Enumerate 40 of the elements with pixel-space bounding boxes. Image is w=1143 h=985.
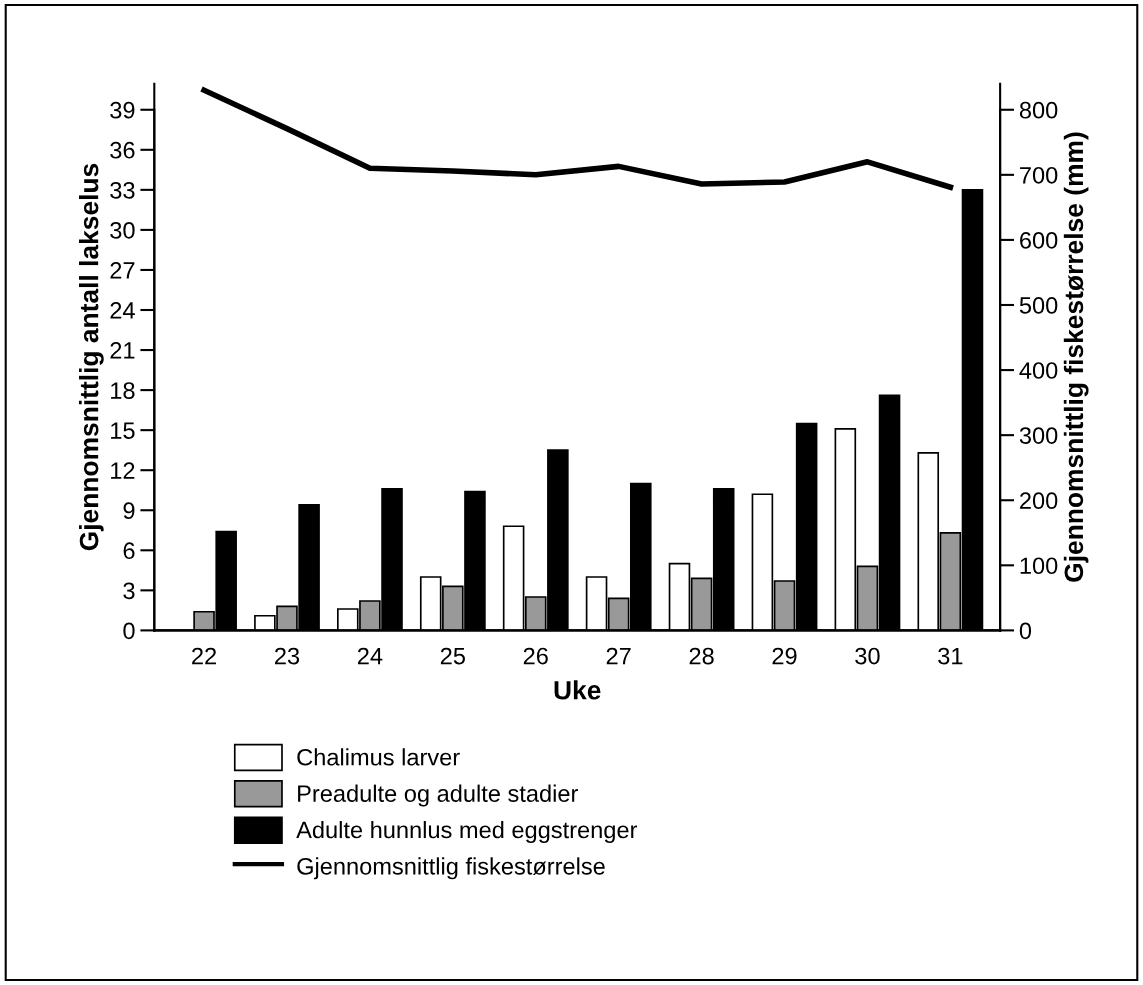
legend-label: Adulte hunnlus med eggstrenger xyxy=(296,820,638,843)
y2-tick-label: 200 xyxy=(1020,492,1058,510)
y-tick-label: 18 xyxy=(111,382,135,399)
y2-tick-label: 0 xyxy=(1019,622,1032,640)
y-tick-label: 9 xyxy=(123,502,135,520)
y-tick-label: 30 xyxy=(110,221,135,239)
y-tick-label: 6 xyxy=(123,542,135,560)
legend-label: Preadulte og adulte stadier xyxy=(298,784,578,807)
y-tick-label: 12 xyxy=(111,462,135,479)
y2-axis-title: Gjennomsnittlig fiskestørrelse (mm) xyxy=(1063,132,1089,582)
x-axis-title: Uke xyxy=(554,680,601,700)
legend-label: Gjennomsnittlig fiskestørrelse xyxy=(297,857,605,880)
y2-tick-label: 500 xyxy=(1019,297,1058,314)
y-tick-label: 21 xyxy=(110,342,135,359)
y2-tick-label: 300 xyxy=(1019,427,1058,444)
x-tick-label: 25 xyxy=(440,647,465,665)
y-tick-label: 27 xyxy=(110,262,135,279)
y2-tick-label: 800 xyxy=(1019,101,1058,119)
x-tick-label: 28 xyxy=(689,647,714,665)
y-tick-label: 39 xyxy=(110,101,135,119)
x-tick-label: 29 xyxy=(772,647,797,665)
x-tick-label: 27 xyxy=(606,647,631,665)
y-tick-label: 24 xyxy=(110,302,135,319)
y2-tick-label: 400 xyxy=(1019,362,1058,379)
y-tick-label: 33 xyxy=(110,181,135,199)
x-tick-label: 31 xyxy=(938,647,963,665)
x-tick-label: 30 xyxy=(855,647,880,665)
y-tick-label: 0 xyxy=(123,622,135,640)
y2-tick-label: 100 xyxy=(1020,557,1058,575)
x-tick-label: 22 xyxy=(192,647,217,665)
y-tick-label: 36 xyxy=(110,141,135,159)
x-tick-label: 23 xyxy=(275,647,300,665)
y2-tick-label: 700 xyxy=(1020,166,1058,184)
y-tick-label: 3 xyxy=(123,582,135,600)
legend-label: Chalimus larver xyxy=(297,748,460,766)
x-tick-label: 24 xyxy=(357,647,383,665)
y-tick-label: 15 xyxy=(111,422,135,439)
y-axis-title: Gjennomsnittlig antall lakselus xyxy=(79,163,104,551)
x-tick-label: 26 xyxy=(523,647,548,665)
y2-tick-label: 600 xyxy=(1020,231,1058,249)
